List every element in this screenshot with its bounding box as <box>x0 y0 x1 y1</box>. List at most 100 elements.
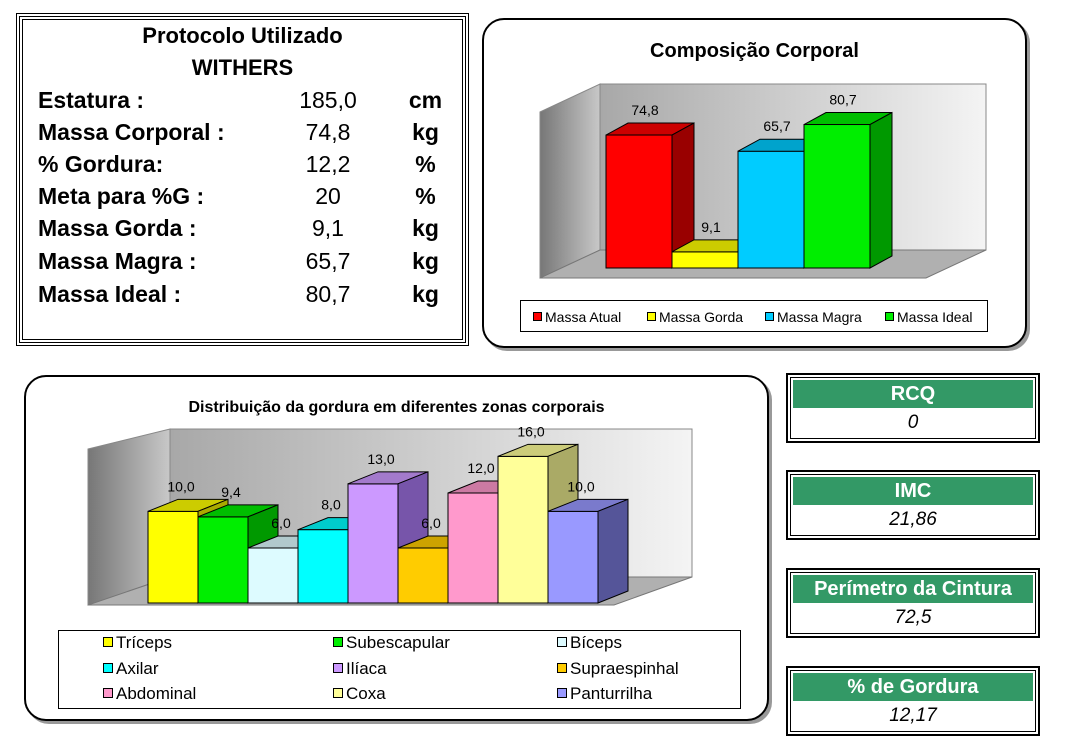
bar-value-label: 74,8 <box>631 102 658 118</box>
legend-item: Massa Gorda <box>647 309 743 325</box>
legend-item: Supraespinhal <box>557 659 679 679</box>
metric-body-fat-label: % de Gordura <box>793 673 1033 701</box>
metric-rcq-label: RCQ <box>793 380 1033 408</box>
bar-side <box>597 498 629 604</box>
protocol-row-label: Massa Gorda : <box>38 215 197 241</box>
protocol-row-unit: % <box>415 183 436 209</box>
legend-label: Tríceps <box>116 633 173 652</box>
protocol-row-label: Massa Corporal : <box>38 119 225 145</box>
legend-item: Massa Atual <box>533 309 621 325</box>
legend-swatch <box>333 688 343 698</box>
legend-swatch <box>885 312 894 321</box>
bar-front <box>737 150 805 269</box>
protocol-row-unit: kg <box>412 119 439 145</box>
distribution-chart: 10,0 9,4 6,0 8,0 13,0 6,0 12,0 16,0 10,0 <box>87 423 693 606</box>
protocol-row-unit: kg <box>412 215 439 241</box>
legend-swatch <box>103 637 113 647</box>
bar-value-label: 16,0 <box>517 423 544 439</box>
metric-rcq: RCQ 0 <box>786 373 1040 443</box>
bar-value-label: 6,0 <box>421 515 441 531</box>
protocol-row-value: 65,7 <box>305 248 351 274</box>
composition-chart-panel: Composição Corporal 74,8 9,1 65,7 80,7 Mass… <box>482 18 1027 348</box>
legend-item: Tríceps <box>103 633 172 653</box>
protocol-title: Protocolo Utilizado <box>142 23 343 48</box>
legend-swatch <box>557 637 567 647</box>
legend-swatch <box>557 688 567 698</box>
bar-value-label: 6,0 <box>271 515 291 531</box>
protocol-row-value: 80,7 <box>305 281 351 307</box>
bar-front <box>397 547 449 604</box>
legend-item: Subescapular <box>333 633 450 653</box>
protocol-row-label: Estatura : <box>38 87 145 113</box>
legend-item: Ilíaca <box>333 659 387 679</box>
bar <box>803 111 893 269</box>
protocol-row-unit: % <box>415 151 436 177</box>
protocol-row-unit: kg <box>412 248 439 274</box>
chart-side-wall <box>539 83 601 279</box>
legend-label: Massa Magra <box>777 309 862 325</box>
bar-value-label: 10,0 <box>167 478 194 494</box>
distribution-chart-title: Distribuição da gordura em diferentes zo… <box>188 399 605 416</box>
protocol-row: Meta para %G : 20% <box>38 183 448 215</box>
bar-front <box>247 547 299 604</box>
bar-value-label: 80,7 <box>829 92 856 108</box>
legend-swatch <box>533 312 542 321</box>
bar-front <box>803 124 871 269</box>
legend-label: Ilíaca <box>346 659 387 678</box>
bar-value-label: 9,4 <box>221 484 241 500</box>
distribution-chart-panel: Distribuição da gordura em diferentes zo… <box>24 375 769 721</box>
bar-front <box>605 134 673 269</box>
protocol-row-label: Massa Ideal : <box>38 281 182 307</box>
legend-label: Panturrilha <box>570 684 653 703</box>
metric-imc-value: 21,86 <box>889 509 937 530</box>
protocol-row-label: Meta para %G : <box>38 183 205 209</box>
composition-chart-title: Composição Corporal <box>650 40 859 62</box>
legend-item: Axilar <box>103 659 159 679</box>
protocol-row: Massa Ideal : 80,7 kg <box>38 281 448 313</box>
distribution-legend: Tríceps Subescapular Bíceps Axilar Ilíaca Sup… <box>58 630 741 709</box>
bar-front <box>497 455 549 604</box>
bar-value-label: 13,0 <box>367 451 394 467</box>
legend-item: Abdominal <box>103 684 196 704</box>
protocol-row-value: 9,1 <box>312 215 344 241</box>
protocol-panel: Protocolo Utilizado WITHERS Estatura : 18… <box>16 13 469 346</box>
bar-front <box>147 510 199 604</box>
protocol-row-value: 185,0 <box>299 87 357 113</box>
metric-waist-value: 72,5 <box>894 607 932 628</box>
protocol-row: % Gordura: 12,2% <box>38 151 448 183</box>
metric-waist: Perímetro da Cintura 72,5 <box>786 568 1040 638</box>
bar-front <box>671 251 739 269</box>
metric-body-fat: % de Gordura 12,17 <box>786 666 1040 736</box>
bar <box>605 122 695 269</box>
bar-value-label: 9,1 <box>701 219 721 235</box>
protocol-row-value: 12,2 <box>305 151 351 177</box>
bar <box>547 498 629 604</box>
protocol-row: Massa Magra : 65,7 kg <box>38 248 448 280</box>
bar-front <box>447 492 499 604</box>
metric-rcq-value: 0 <box>907 412 919 433</box>
legend-label: Massa Gorda <box>659 309 744 325</box>
metric-waist-label: Perímetro da Cintura <box>793 575 1033 603</box>
bar-value-label: 8,0 <box>321 497 341 513</box>
legend-item: Massa Magra <box>765 309 862 325</box>
legend-label: Supraespinhal <box>570 659 679 678</box>
protocol-row: Massa Corporal : 74,8 kg <box>38 119 448 151</box>
protocol-row-unit: cm <box>408 87 443 113</box>
legend-label: Abdominal <box>116 684 197 703</box>
legend-label: Massa Atual <box>545 309 622 325</box>
bar-front <box>297 529 349 604</box>
legend-label: Massa Ideal <box>897 309 973 325</box>
protocol-row-label: % Gordura: <box>38 151 164 177</box>
legend-item: Panturrilha <box>557 684 652 704</box>
protocol-row: Estatura : 185,0 cm <box>38 87 448 119</box>
legend-label: Coxa <box>346 684 386 703</box>
protocol-row: Massa Gorda : 9,1 kg <box>38 215 448 247</box>
bar-side <box>869 111 893 269</box>
metric-imc: IMC 21,86 <box>786 470 1040 540</box>
legend-swatch <box>103 688 113 698</box>
protocol-row-label: Massa Magra : <box>38 248 197 274</box>
bar-value-label: 65,7 <box>763 118 790 134</box>
bar-front <box>347 483 399 604</box>
metric-imc-label: IMC <box>793 477 1033 505</box>
legend-item: Massa Ideal <box>885 309 972 325</box>
